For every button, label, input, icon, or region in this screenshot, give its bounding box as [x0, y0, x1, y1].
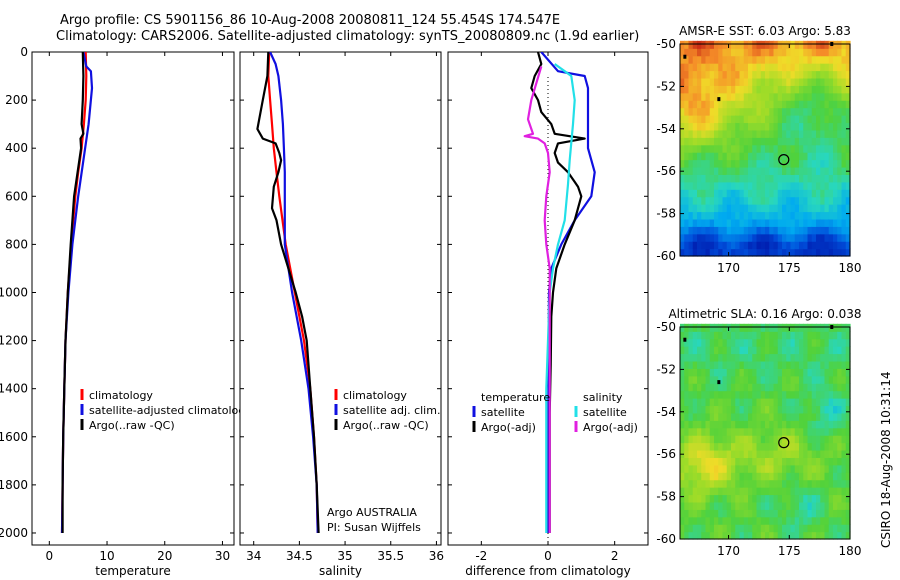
salinity-xtick-label: 35 — [337, 549, 352, 563]
depth-ytick-label: 1800 — [0, 478, 28, 492]
sst-map-ytick-label: -54 — [656, 122, 676, 136]
sst-map-ytick-label: -50 — [656, 37, 676, 51]
depth-ytick-label: 600 — [5, 189, 28, 203]
temperature-plot-frame — [31, 51, 235, 546]
salinity-xlabel: salinity — [319, 564, 362, 578]
sla-map-xtick-label: 180 — [839, 544, 862, 558]
temperature-legend-label: Argo(..raw -QC) — [89, 419, 175, 432]
panel-sst-map: AMSR-E SST: 6.03 Argo: 5.83-50 -52 -54 -56 -… — [656, 24, 861, 275]
sla-map-argo-position-marker — [778, 437, 790, 449]
operator-annotation: Argo AUSTRALIA — [327, 506, 417, 519]
sla-map-heatmap-cells — [680, 323, 851, 540]
sla-map-ytick-label: -50 — [656, 320, 676, 334]
panel-salinity: 34 34.5 35 35.5 36 salinity climatology satelli… — [239, 51, 444, 578]
difference-series-satellite_salinity — [545, 63, 576, 533]
sla-map-island-marker — [683, 337, 687, 342]
temperature-xtick-label: 0 — [45, 549, 53, 563]
climatology-title: Climatology: CARS2006. Satellite-adjuste… — [56, 29, 640, 44]
sla-map-island-marker — [830, 325, 834, 329]
depth-ytick-label: 200 — [5, 93, 28, 107]
sst-map-ytick-label: -60 — [656, 249, 676, 263]
sst-map-title: AMSR-E SST: 6.03 Argo: 5.83 — [679, 24, 851, 38]
sla-map-ytick-label: -58 — [656, 490, 676, 504]
salinity-plot-frame — [239, 51, 442, 546]
sst-map-xtick-label: 170 — [717, 261, 740, 275]
sst-map-ytick-label: -52 — [656, 79, 676, 93]
sla-map-ytick-label: -60 — [656, 532, 676, 546]
salinity-legend-label: Argo(..raw -QC) — [343, 419, 429, 432]
profile-title: Argo profile: CS 5901156_86 10-Aug-2008 … — [60, 13, 561, 28]
sla-map-island-marker — [717, 380, 721, 385]
depth-ytick-label: 0 — [20, 45, 28, 59]
difference-series-argo_salinity — [523, 66, 551, 533]
sla-map-ytick-label: -52 — [656, 362, 676, 376]
difference-xtick-label: -2 — [475, 549, 487, 563]
depth-ytick-label: 1200 — [0, 334, 28, 348]
sst-map-xtick-label: 180 — [839, 261, 862, 275]
temperature-series-argo — [61, 52, 85, 533]
diff-legend-label: satellite — [481, 406, 525, 419]
difference-series-argo — [530, 52, 586, 533]
sla-map-ytick-label: -54 — [656, 405, 676, 419]
diff-legend-label: satellite — [583, 406, 627, 419]
credit-timestamp: CSIRO 18-Aug-2008 10:31:14 — [879, 372, 893, 548]
salinity-legend-label: climatology — [343, 389, 407, 402]
depth-ytick-label: 2000 — [0, 526, 28, 540]
salinity-series-argo — [256, 52, 320, 534]
salinity-legend-label: satellite adj. clim. — [343, 404, 440, 417]
sst-map-island-marker — [717, 97, 721, 102]
depth-ytick-label: 1600 — [0, 430, 28, 444]
difference-xtick-label: 2 — [611, 549, 619, 563]
temperature-xlabel: temperature — [95, 564, 170, 578]
salinity-xtick-label: 36 — [429, 549, 444, 563]
sla-map-frame — [679, 326, 851, 540]
salinity-series-satellite — [269, 52, 319, 534]
sst-map-island-marker — [683, 54, 687, 59]
difference-xtick-label: 0 — [544, 549, 552, 563]
temperature-legend-label: satellite-adjusted climatology — [89, 404, 252, 417]
sst-map-ytick-label: -58 — [656, 207, 676, 221]
sst-map-argo-position-marker — [778, 154, 790, 166]
depth-ytick-label: 400 — [5, 141, 28, 155]
sla-map-xtick-label: 170 — [717, 544, 740, 558]
sst-map-heatmap-cells — [680, 40, 851, 257]
diff-legend-label: Argo(-adj) — [481, 421, 536, 434]
sst-map-island-marker — [830, 42, 834, 46]
salinity-xtick-label: 34.5 — [286, 549, 313, 563]
sst-map-frame — [679, 43, 851, 257]
panel-sla-map: Altimetric SLA: 0.16 Argo: 0.038-50 -52 -5… — [656, 307, 861, 558]
sla-map-title: Altimetric SLA: 0.16 Argo: 0.038 — [668, 307, 861, 321]
salinity-xtick-label: 34 — [246, 549, 261, 563]
depth-ytick-label: 800 — [5, 237, 28, 251]
temperature-xtick-label: 10 — [99, 549, 114, 563]
sla-map-ytick-label: -56 — [656, 447, 676, 461]
difference-xlabel: difference from climatology — [465, 564, 631, 578]
operator-annotation: PI: Susan Wijffels — [327, 521, 421, 534]
diff-legend-label: Argo(-adj) — [583, 421, 638, 434]
depth-ytick-label: 1000 — [0, 285, 28, 299]
temperature-xtick-label: 30 — [215, 549, 230, 563]
temperature-xtick-label: 20 — [157, 549, 172, 563]
diff-legend-header-salinity: salinity — [583, 391, 623, 404]
sst-map-xtick-label: 175 — [778, 261, 801, 275]
salinity-xtick-label: 35.5 — [377, 549, 404, 563]
depth-ytick-label: 1400 — [0, 382, 28, 396]
diff-legend-header-temperature: temperature — [481, 391, 550, 404]
sst-map-ytick-label: -56 — [656, 164, 676, 178]
sla-map-xtick-label: 175 — [778, 544, 801, 558]
panel-temperature: 0 10 20 30 0 200 400 600 800 1000 1200 1400 1600 1800… — [0, 45, 252, 578]
temperature-legend-label: climatology — [89, 389, 153, 402]
